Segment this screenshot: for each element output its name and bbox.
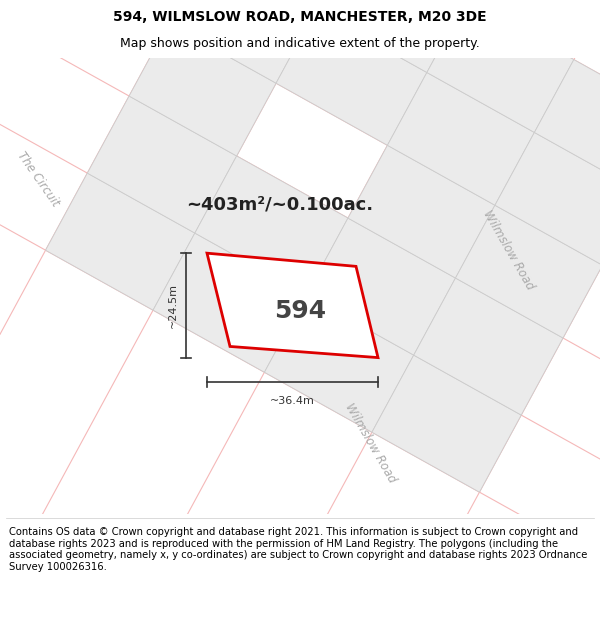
Polygon shape [207, 253, 378, 358]
Polygon shape [129, 23, 276, 156]
Text: ~403m²/~0.100ac.: ~403m²/~0.100ac. [187, 196, 374, 214]
Polygon shape [455, 205, 600, 338]
Polygon shape [306, 218, 455, 355]
Text: Wilmslow Road: Wilmslow Road [480, 208, 536, 292]
Polygon shape [388, 72, 535, 205]
Polygon shape [169, 0, 316, 83]
Text: Map shows position and indicative extent of the property.: Map shows position and indicative extent… [120, 37, 480, 49]
Text: The Circuit: The Circuit [14, 149, 62, 209]
Polygon shape [414, 278, 563, 415]
Text: 594: 594 [274, 299, 326, 323]
Polygon shape [495, 132, 600, 265]
Text: Contains OS data © Crown copyright and database right 2021. This information is : Contains OS data © Crown copyright and d… [9, 527, 587, 572]
Text: 594, WILMSLOW ROAD, MANCHESTER, M20 3DE: 594, WILMSLOW ROAD, MANCHESTER, M20 3DE [113, 10, 487, 24]
Polygon shape [88, 96, 236, 233]
Polygon shape [265, 295, 414, 432]
Text: Wilmslow Road: Wilmslow Road [342, 401, 398, 485]
Polygon shape [195, 156, 348, 295]
Text: ~24.5m: ~24.5m [168, 283, 178, 328]
Polygon shape [348, 145, 495, 278]
Polygon shape [535, 59, 600, 192]
Polygon shape [372, 355, 521, 492]
Polygon shape [316, 0, 466, 72]
Polygon shape [427, 0, 574, 132]
Polygon shape [46, 173, 195, 310]
Polygon shape [276, 11, 427, 145]
Polygon shape [153, 233, 306, 372]
Text: ~36.4m: ~36.4m [270, 396, 315, 406]
